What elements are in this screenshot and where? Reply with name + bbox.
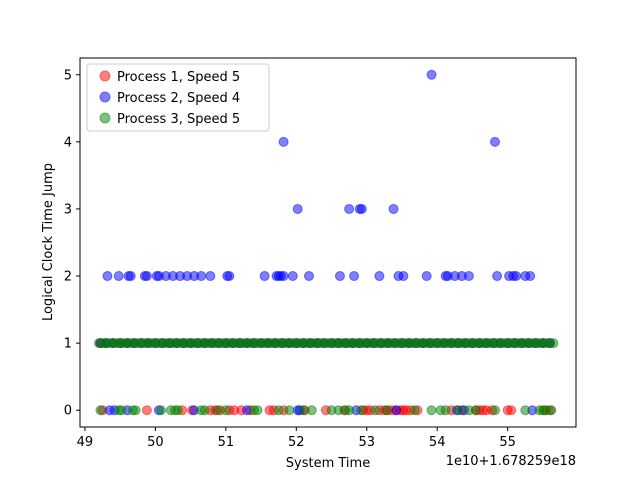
data-point-process-2 xyxy=(334,271,345,282)
y-axis-ticks: 0 1 2 3 4 5 xyxy=(64,68,80,419)
legend-label-process-3: Process 3, Speed 5 xyxy=(117,112,240,127)
data-point-process-3 xyxy=(381,405,392,416)
legend-label-process-2: Process 2, Speed 4 xyxy=(117,91,240,106)
plot-frame xyxy=(79,57,577,428)
x-tick-label: 52 xyxy=(288,435,305,450)
data-point-process-2 xyxy=(525,271,536,282)
data-point-process-2 xyxy=(463,271,474,282)
y-tick-label: 0 xyxy=(64,404,72,419)
data-point-process-2 xyxy=(349,271,360,282)
legend-box xyxy=(86,63,270,132)
data-point-process-2 xyxy=(391,405,402,416)
data-point-process-2 xyxy=(292,203,303,214)
data-point-process-2 xyxy=(426,69,437,80)
x-tick-label: 49 xyxy=(77,435,94,450)
legend-marker-process-2 xyxy=(99,91,111,103)
data-point-process-2 xyxy=(224,271,235,282)
x-axis-label: System Time xyxy=(286,456,370,471)
data-point-process-2 xyxy=(278,136,289,147)
y-tick-label: 5 xyxy=(64,68,72,83)
data-point-process-1 xyxy=(141,405,152,416)
data-point-process-3 xyxy=(440,405,451,416)
data-point-process-2 xyxy=(489,136,500,147)
y-tick-label: 1 xyxy=(64,337,72,352)
data-point-process-2 xyxy=(421,271,432,282)
data-point-process-3 xyxy=(252,405,263,416)
data-point-process-3 xyxy=(370,405,381,416)
data-point-process-2 xyxy=(287,271,298,282)
legend-marker-process-3 xyxy=(99,112,111,124)
x-tick-label: 53 xyxy=(358,435,375,450)
data-point-process-2 xyxy=(388,203,399,214)
data-point-process-1 xyxy=(506,405,517,416)
data-point-process-2 xyxy=(356,203,367,214)
data-point-process-3 xyxy=(116,405,127,416)
x-tick-label: 51 xyxy=(218,435,235,450)
legend-marker-process-1 xyxy=(99,70,111,82)
data-point-process-3 xyxy=(130,405,141,416)
legend: Process 1, Speed 5 Process 2, Speed 4 Pr… xyxy=(86,63,270,132)
data-point-process-3 xyxy=(546,405,557,416)
data-point-process-2 xyxy=(374,271,385,282)
data-point-process-3 xyxy=(356,405,367,416)
data-point-process-3 xyxy=(489,405,500,416)
data-point-process-3 xyxy=(453,405,464,416)
data-point-process-3 xyxy=(520,405,531,416)
data-point-process-2 xyxy=(278,271,289,282)
data-point-process-2 xyxy=(511,271,522,282)
data-point-process-2 xyxy=(141,271,152,282)
data-point-process-2 xyxy=(492,271,503,282)
data-point-process-3 xyxy=(220,405,231,416)
points-layer xyxy=(94,69,559,416)
data-point-process-2 xyxy=(259,271,270,282)
data-point-process-3 xyxy=(273,405,284,416)
data-point-process-3 xyxy=(344,405,355,416)
x-axis-offset-label: 1e10+1.678259e18 xyxy=(446,454,576,469)
data-point-process-3 xyxy=(212,405,223,416)
x-tick-label: 54 xyxy=(429,435,446,450)
data-point-process-3 xyxy=(199,405,210,416)
x-tick-label: 55 xyxy=(499,435,516,450)
data-point-process-2 xyxy=(113,271,124,282)
data-point-process-3 xyxy=(172,405,183,416)
data-point-process-3 xyxy=(95,405,106,416)
data-point-process-3 xyxy=(548,338,559,349)
x-axis-ticks: 49 50 51 52 53 54 55 xyxy=(77,427,516,450)
data-point-process-2 xyxy=(398,271,409,282)
data-point-process-3 xyxy=(284,405,295,416)
data-point-process-3 xyxy=(298,405,309,416)
data-point-process-3 xyxy=(470,405,481,416)
data-point-process-3 xyxy=(426,405,437,416)
y-axis-label: Logical Clock Time Jump xyxy=(41,163,56,321)
data-point-process-2 xyxy=(303,271,314,282)
data-point-process-2 xyxy=(344,203,355,214)
y-tick-label: 3 xyxy=(64,202,72,217)
x-tick-label: 50 xyxy=(147,435,164,450)
y-tick-label: 2 xyxy=(64,270,72,285)
y-tick-label: 4 xyxy=(64,135,72,150)
data-point-process-2 xyxy=(205,271,216,282)
data-point-process-3 xyxy=(306,405,317,416)
data-point-process-3 xyxy=(409,405,420,416)
legend-label-process-1: Process 1, Speed 5 xyxy=(117,70,240,85)
data-point-process-2 xyxy=(196,271,207,282)
data-point-process-2 xyxy=(102,271,113,282)
data-point-process-2 xyxy=(125,271,136,282)
data-point-process-3 xyxy=(156,405,167,416)
